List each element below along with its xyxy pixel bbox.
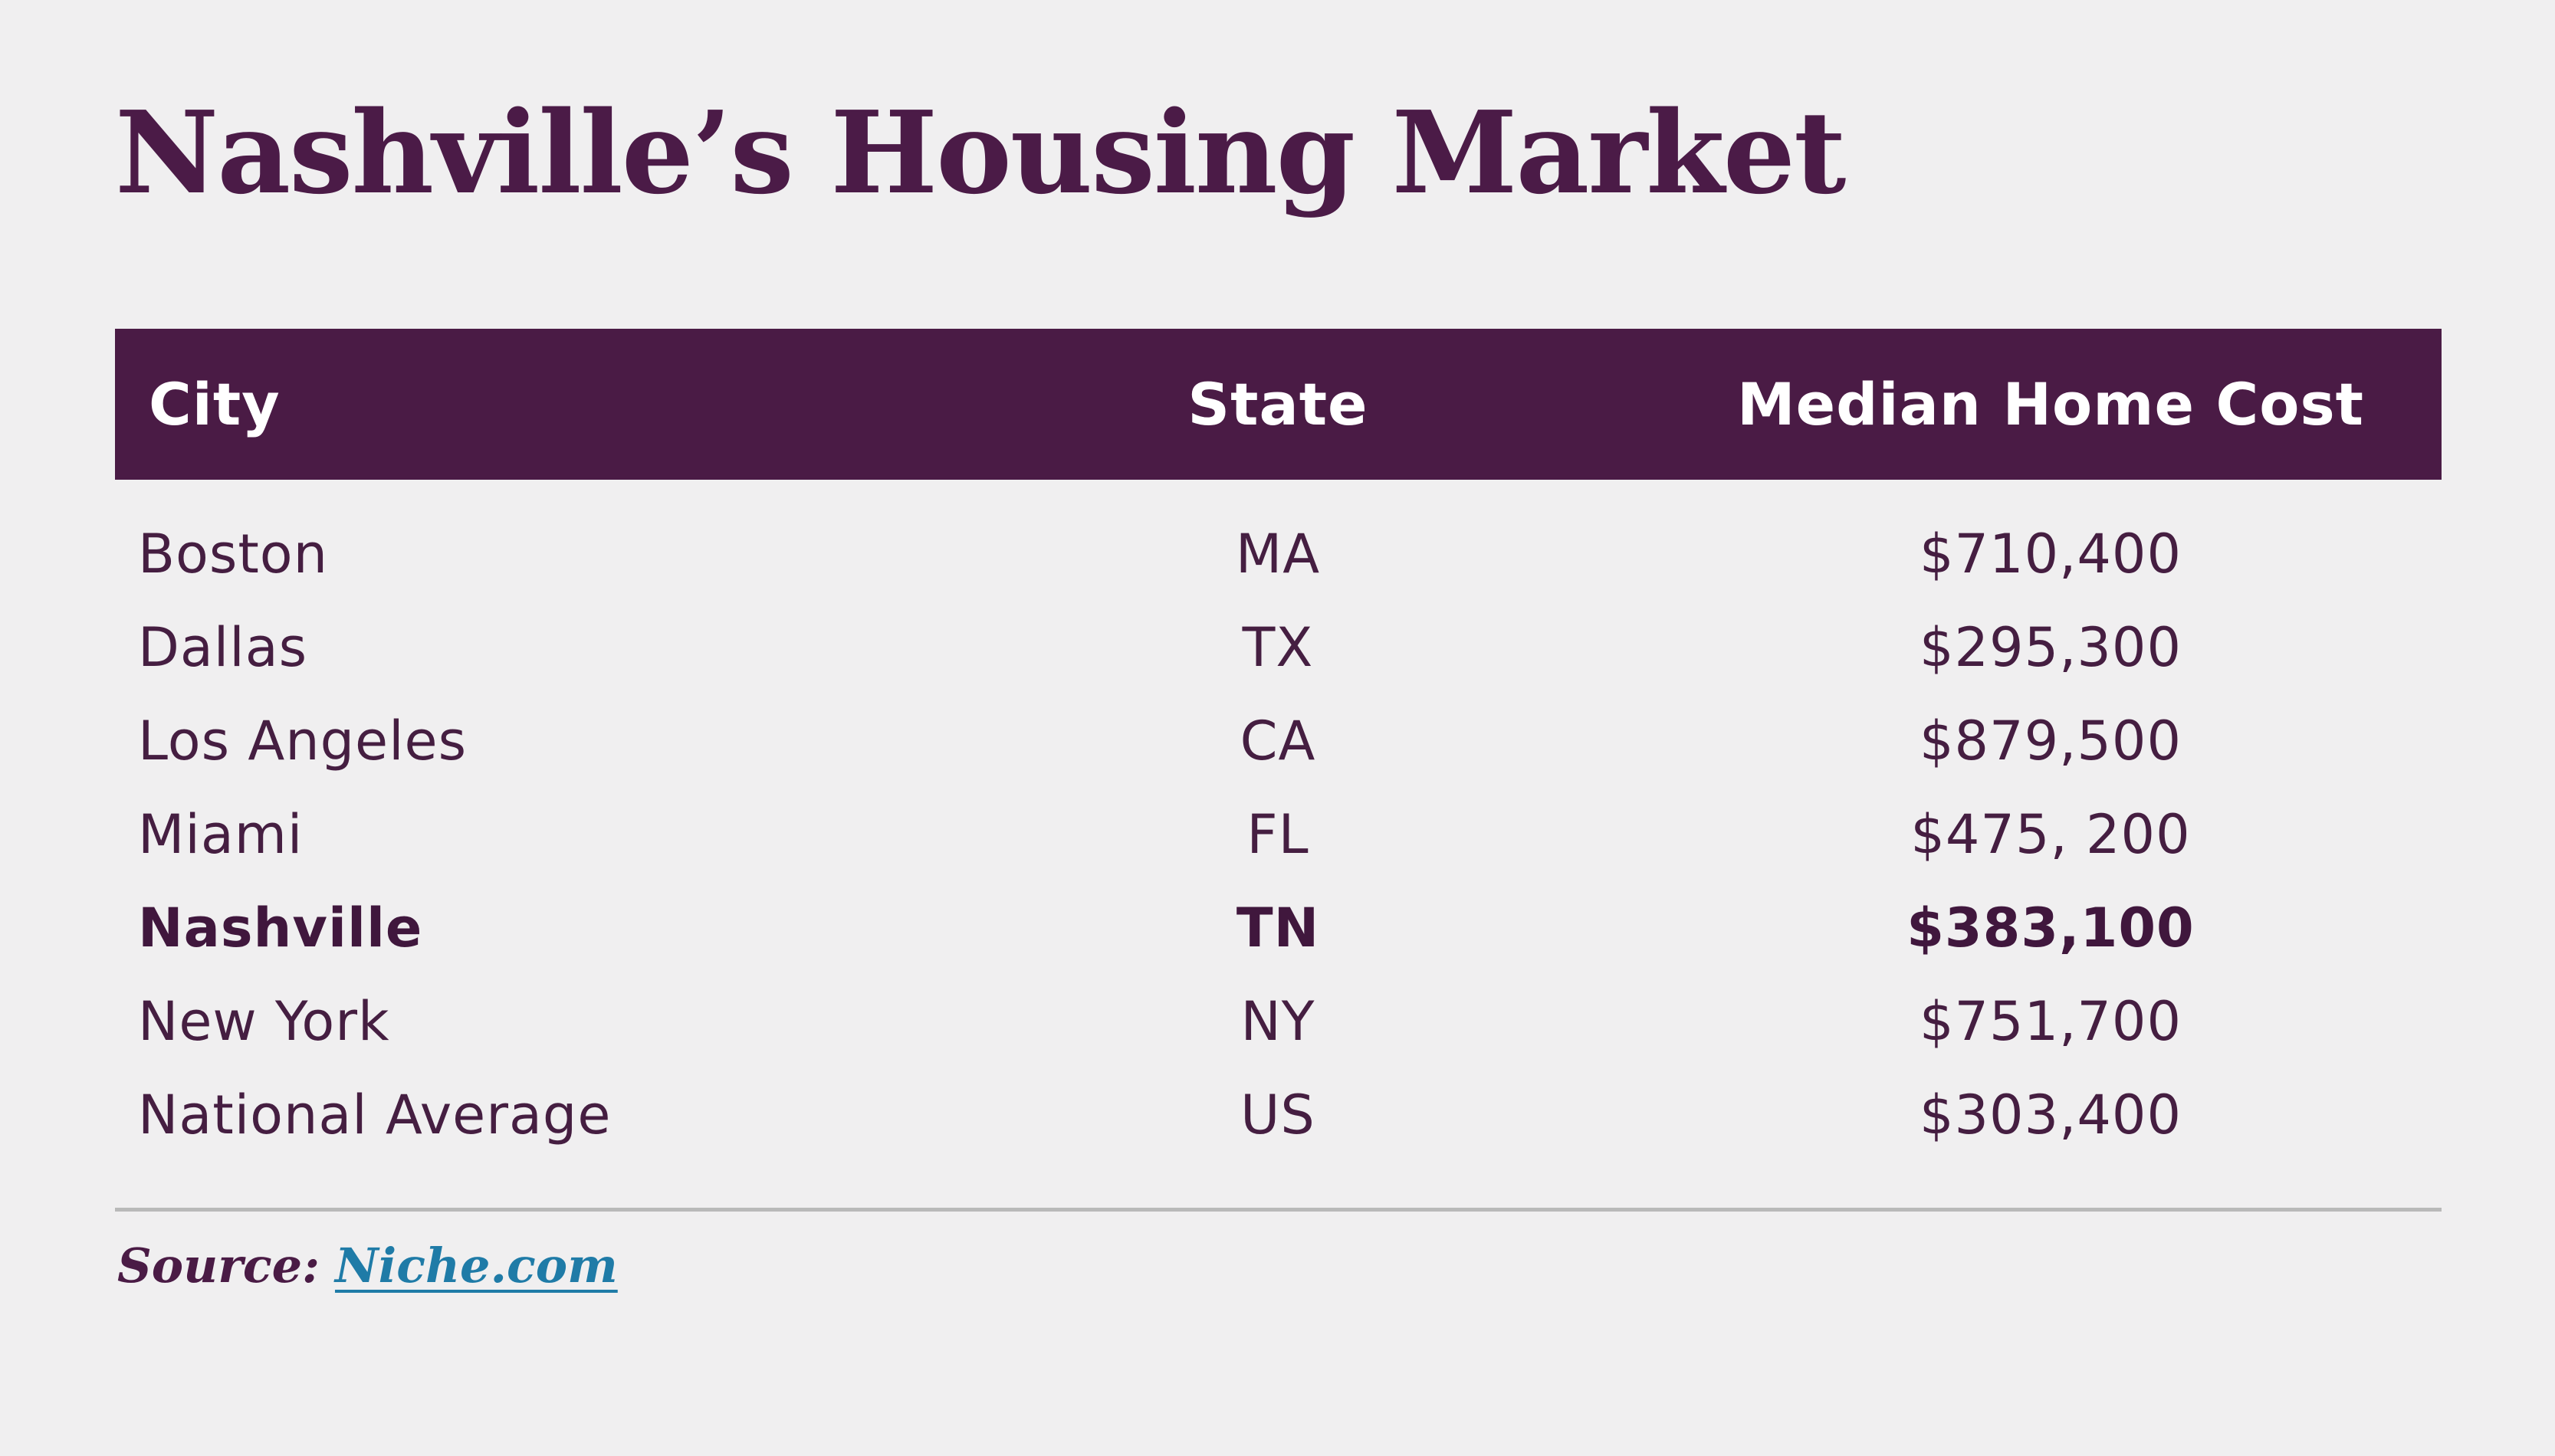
table-row-highlight-nashville: Nashville TN $383,100 (115, 881, 2442, 975)
city-cell: Boston (138, 523, 328, 585)
state-cell: TX (1242, 616, 1314, 679)
table-row: Boston MA $710,400 (115, 507, 2442, 601)
city-cell: Los Angeles (138, 710, 468, 772)
table-body: Boston MA $710,400 Dallas TX $295,300 Lo… (115, 507, 2442, 1162)
state-cell: NY (1240, 990, 1315, 1053)
table-row: New York NY $751,700 (115, 975, 2442, 1068)
page-title: Nashville’s Housing Market (115, 86, 1846, 219)
cost-cell: $475, 200 (1910, 803, 2191, 866)
city-cell: New York (138, 990, 390, 1053)
cost-cell: $879,500 (1919, 710, 2182, 772)
source-link[interactable]: Niche.com (334, 1238, 618, 1294)
city-cell: Miami (138, 803, 304, 866)
cost-cell: $295,300 (1919, 616, 2182, 679)
column-header-median-home-cost: Median Home Cost (1736, 370, 2365, 438)
divider-line (115, 1208, 2442, 1212)
table-header-row: City State Median Home Cost (115, 329, 2442, 480)
city-cell: National Average (138, 1084, 612, 1146)
state-cell: CA (1240, 710, 1316, 772)
state-cell: FL (1246, 803, 1309, 866)
housing-table: City State Median Home Cost Boston MA $7… (115, 329, 2442, 1162)
state-cell: TN (1236, 897, 1320, 959)
cost-cell: $383,100 (1906, 897, 2195, 959)
table-row: Los Angeles CA $879,500 (115, 694, 2442, 788)
source-label: Source: (117, 1238, 320, 1294)
city-cell: Nashville (138, 897, 423, 959)
city-cell: Dallas (138, 616, 308, 679)
cost-cell: $710,400 (1919, 523, 2182, 585)
state-cell: MA (1235, 523, 1321, 585)
column-header-city: City (149, 370, 281, 438)
table-row: Miami FL $475, 200 (115, 788, 2442, 881)
cost-cell: $303,400 (1919, 1084, 2182, 1146)
state-cell: US (1240, 1084, 1315, 1146)
table-row: National Average US $303,400 (115, 1068, 2442, 1162)
column-header-state: State (1187, 370, 1368, 438)
table-row: Dallas TX $295,300 (115, 601, 2442, 694)
cost-cell: $751,700 (1919, 990, 2182, 1053)
source-line: Source: Niche.com (117, 1235, 618, 1297)
